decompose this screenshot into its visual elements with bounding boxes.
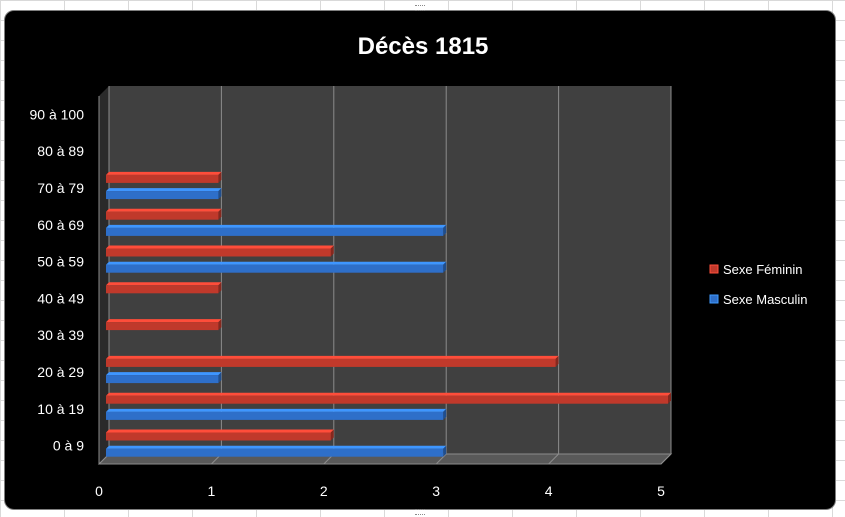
y-tick-label: 80 à 89 [37,143,84,159]
chart-canvas: Décès 1815 0 1 2 3 4 5 0 à 9 10 à 19 20 à 29 30 à… [30,33,808,499]
bar-end [218,282,222,294]
bar-end [218,372,222,384]
y-tick-label: 30 à 39 [37,327,84,343]
bar-end [555,355,559,367]
bar-end [443,408,447,420]
y-tick-label: 10 à 19 [37,401,84,417]
top-resize-handle[interactable] [415,5,425,11]
bottom-resize-handle[interactable] [415,509,425,515]
x-tick-label: 4 [545,483,553,499]
bar-end [443,224,447,236]
gridline-floor [548,453,559,465]
bar [106,264,444,273]
bar [106,211,219,220]
bar-top [106,355,559,359]
legend-label: Sexe Féminin [723,262,802,277]
y-tick-label: 70 à 79 [37,180,84,196]
y-tick-label: 50 à 59 [37,254,84,270]
legend-swatch [709,264,719,274]
bar [106,395,668,404]
y-tick-label: 0 à 9 [53,438,84,454]
bar-top [106,392,671,396]
x-tick-label: 5 [657,483,665,499]
bar-top [106,208,222,212]
x-tick-label: 0 [95,483,103,499]
bar-top [106,429,334,433]
bar-end [668,392,671,404]
bar [106,285,219,294]
bar [106,174,219,183]
bar-end [443,261,447,273]
bar-end [218,319,222,331]
bar [106,375,219,384]
y-tick-label: 90 à 100 [30,106,85,122]
bar-end [330,245,334,257]
bar [106,191,219,200]
bar [106,432,331,441]
bar [106,248,331,257]
bar-top [106,188,222,192]
bar-top [106,171,222,175]
bar [106,322,219,331]
x-tick-label: 2 [320,483,328,499]
bar-end [218,171,222,183]
bar-end [443,445,447,457]
bar [106,411,444,420]
bar-end [218,208,222,220]
bar-top [106,445,447,449]
bar-top [106,282,222,286]
plot-side-wall [99,86,109,464]
x-tick-label: 3 [432,483,440,499]
bar-end [330,429,334,441]
y-tick-label: 60 à 69 [37,217,84,233]
y-tick-label: 20 à 29 [37,364,84,380]
legend-label: Sexe Masculin [723,292,808,307]
bar [106,448,444,457]
chart-title: Décès 1815 [358,33,489,60]
bar-top [106,408,447,412]
y-tick-label: 40 à 49 [37,290,84,306]
bar-top [106,245,334,249]
x-tick-label: 1 [208,483,216,499]
bar-end [218,188,222,200]
gridline-floor [660,453,672,465]
bar-top [106,372,222,376]
bar-top [106,224,447,228]
legend-swatch [709,294,719,304]
bar [106,358,556,367]
bar-top [106,261,447,265]
chart-area[interactable]: Décès 1815 0 1 2 3 4 5 0 à 9 10 à 19 20 à 29 30 à… [4,10,836,510]
bar-top [106,319,222,323]
gridline-floor [435,453,447,465]
bar [106,227,444,236]
